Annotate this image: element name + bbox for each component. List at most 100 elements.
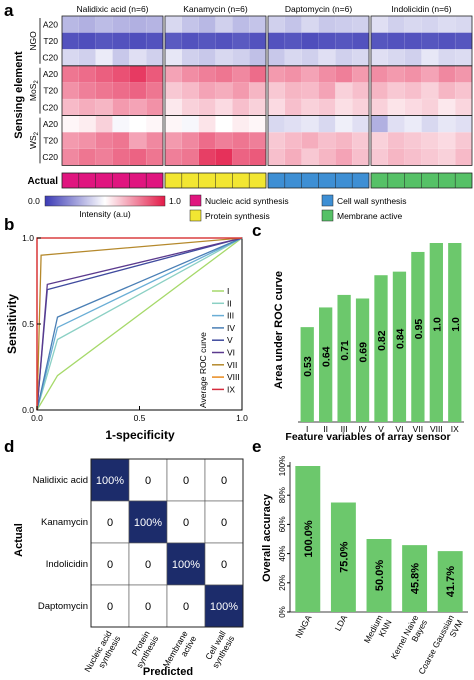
class-legend-swatch [189, 194, 202, 207]
heatmap-cell [267, 82, 286, 100]
heatmap-cell [318, 15, 336, 34]
heatmap-cell [438, 148, 456, 166]
heatmap-cell [95, 131, 113, 150]
heatmap-cell [421, 15, 439, 34]
panel-b-roc: 0.0 0.5 1.0 0.0 0.5 1.0 Sensitivity 1-specifi… [5, 233, 248, 442]
heatmap-cell [164, 49, 183, 67]
heatmap-cell [232, 82, 250, 100]
roc-ylabel: Sensitivity [5, 294, 19, 354]
heatmap-cell [267, 115, 286, 133]
accuracy-bar [402, 545, 428, 612]
accuracy-ytick-label: 100% [278, 456, 287, 476]
heatmap-cell [164, 32, 183, 50]
heatmap-cell [438, 49, 456, 67]
cm-cell [90, 500, 130, 544]
roc-legend-label-III: III [227, 311, 234, 321]
cm-cell [128, 458, 168, 502]
auc-category-label: III [341, 424, 348, 434]
heatmap-cell [181, 115, 200, 133]
accuracy-ytick-label: 60% [278, 516, 287, 532]
accuracy-value-label: 45.8% [410, 563, 422, 594]
auc-value-label: 0.53 [302, 356, 314, 377]
heatmap-cell [421, 49, 439, 67]
heatmap-cell [318, 98, 336, 117]
heatmap-cell [267, 65, 286, 83]
heatmap-cell [181, 65, 200, 83]
heatmap-row-label: T20 [43, 86, 58, 96]
heatmap-cell [421, 82, 439, 100]
heatmap-cell [61, 49, 80, 67]
cm-cell [204, 458, 244, 502]
heatmap-cell [61, 115, 80, 133]
auc-value-label: 0.95 [413, 319, 425, 340]
cm-cell-value: 0 [183, 601, 189, 613]
heatmap-cell [284, 49, 303, 67]
cm-cell [128, 542, 168, 586]
heatmap-cell [61, 131, 80, 150]
heatmap-cell [301, 49, 319, 67]
heatmap-cell [438, 131, 456, 150]
class-legend-swatch [189, 209, 202, 222]
cm-row-label: Daptomycin [38, 601, 88, 612]
auc-value-label: 0.69 [358, 342, 370, 363]
heatmap-row-label: A20 [43, 19, 58, 29]
roc-curve-V [36, 237, 243, 411]
heatmap-cell [215, 32, 233, 50]
cm-col-label: Proteinsynthesis [125, 629, 160, 670]
auc-value-label: 0.84 [394, 328, 406, 349]
heatmap-cell [129, 32, 147, 50]
heatmap-cell [61, 148, 80, 166]
auc-bar-IX [448, 243, 462, 422]
heatmap-cell [421, 131, 439, 150]
heatmap-cell [421, 32, 439, 50]
roc-xtick-label: 0.0 [31, 413, 43, 423]
heatmap-cell [454, 65, 473, 83]
cm-cell-value: 100% [134, 517, 162, 529]
heatmap-cell [387, 32, 406, 50]
accuracy-bar [295, 466, 321, 612]
heatmap-cell [248, 98, 267, 117]
cm-cell-value: 0 [221, 475, 227, 487]
auc-value-label: 0.71 [339, 340, 351, 361]
heatmap-cell [335, 32, 353, 50]
heatmap-cell [129, 131, 147, 150]
colorbar-min-label: 0.0 [28, 196, 40, 206]
heatmap-cell [351, 32, 370, 50]
colorbar [44, 195, 166, 207]
heatmap-cell [351, 82, 370, 100]
cm-cell-value: 0 [183, 517, 189, 529]
heatmap-cell [181, 131, 200, 150]
roc-legend-label-VIII: VIII [227, 372, 240, 382]
cm-cell-value: 0 [221, 559, 227, 571]
heatmap-cell [454, 49, 473, 67]
heatmap-cell [164, 148, 183, 166]
heatmap-material-label: NGO [28, 31, 38, 51]
cm-row-label: Kanamycin [41, 517, 88, 528]
heatmap-cell [145, 148, 164, 166]
heatmap-cell [78, 82, 97, 100]
heatmap-cell [248, 32, 267, 50]
heatmap-cell [129, 115, 147, 133]
heatmap-cell [61, 82, 80, 100]
heatmap-block-frame [370, 115, 473, 166]
heatmap-cell [78, 98, 97, 117]
roc-legend-label-II: II [227, 298, 232, 308]
heatmap-cell [248, 15, 267, 34]
heatmap-group-title: Nalidixic acid (n=6) [76, 4, 148, 14]
roc-legend-title: Average ROC curve [198, 332, 208, 408]
heatmap-cell [438, 82, 456, 100]
heatmap-cell [301, 131, 319, 150]
heatmap-material-label: MoS2 [28, 80, 40, 101]
roc-ytick-label: 0.5 [22, 319, 34, 329]
heatmap-cell [318, 82, 336, 100]
accuracy-category-label: LDA [333, 613, 350, 633]
heatmap-cell [421, 98, 439, 117]
heatmap-cell [387, 49, 406, 67]
heatmap-cell [164, 65, 183, 83]
heatmap-cell [95, 65, 113, 83]
heatmap-cell [181, 82, 200, 100]
heatmap-cell [198, 82, 217, 100]
heatmap-cell [370, 131, 389, 150]
accuracy-category-label: NNGA [293, 613, 314, 640]
heatmap-cell [248, 131, 267, 150]
